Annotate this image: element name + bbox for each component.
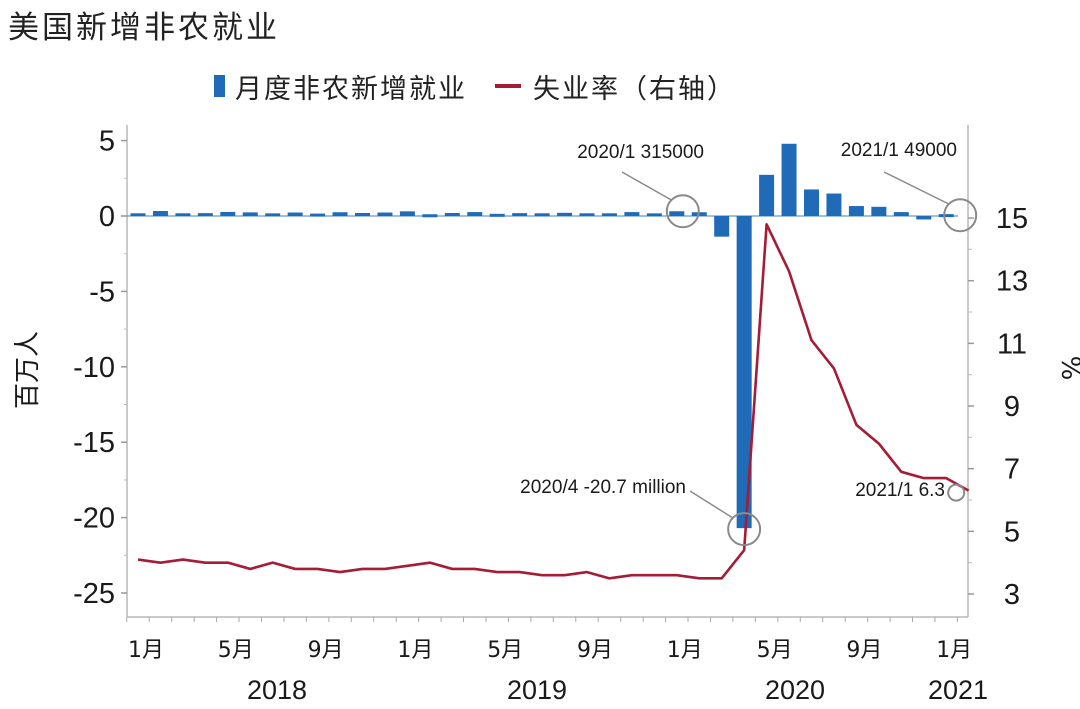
legend-payrolls-label: 月度非农新增就业 [235, 73, 467, 105]
x-tick-label: 1月 [667, 638, 703, 663]
payroll-bar-2020-11 [893, 212, 909, 216]
payroll-bar-2019-08 [557, 212, 573, 216]
payroll-bar-2019-12 [646, 213, 662, 217]
payroll-bar-2020-03 [714, 216, 730, 237]
right-tick-label: 15 [996, 203, 1028, 235]
right-tick-label: 5 [1004, 516, 1020, 548]
payroll-bar-2019-03 [444, 212, 460, 216]
left-tick-label: 0 [99, 201, 115, 233]
payroll-bar-2018-12 [377, 212, 393, 216]
x-tick-label: 9月 [308, 638, 344, 663]
payroll-bar-2020-12 [916, 216, 932, 220]
x-tick-label: 9月 [846, 638, 882, 663]
x-tick-label: 5月 [218, 638, 254, 663]
annotation-leader-2020-01 [621, 171, 673, 201]
right-tick-label: 9 [1004, 391, 1020, 423]
payroll-bar-2020-08 [826, 193, 842, 216]
right-axis-title: % [1055, 356, 1080, 381]
annotation-label-2020-04: 2020/4 -20.7 million [520, 477, 686, 498]
payroll-bar-2019-02 [422, 214, 438, 218]
right-tick-label: 13 [996, 266, 1028, 298]
payroll-bar-2020-06 [781, 143, 797, 216]
annotation-label-2021-01-rate: 2021/1 6.3 [855, 480, 945, 501]
payroll-bar-2019-01 [399, 211, 415, 216]
year-label-2019: 2019 [507, 675, 567, 705]
payroll-bar-2018-03 [175, 213, 191, 216]
left-tick-label: 5 [99, 126, 115, 158]
payroll-bar-2020-07 [804, 189, 819, 216]
x-tick-label: 9月 [577, 638, 613, 663]
payroll-bar-2019-09 [579, 213, 595, 216]
payroll-bar-2020-04 [736, 216, 752, 529]
x-tick-label: 5月 [487, 638, 523, 663]
left-tick-label: -20 [73, 503, 115, 535]
left-tick-label: -5 [89, 276, 115, 308]
payroll-bar-2021-01 [938, 214, 954, 218]
year-label-2021: 2021 [928, 675, 988, 705]
payroll-bar-2018-04 [197, 213, 213, 216]
payroll-bar-2019-05 [489, 213, 505, 217]
right-tick-label: 7 [1004, 454, 1020, 486]
year-label-2020: 2020 [765, 675, 825, 705]
left-axis-title: 百万人 [13, 331, 43, 409]
payroll-bar-2018-07 [265, 213, 281, 217]
left-tick-label: -10 [73, 352, 115, 384]
x-tick-label: 1月 [128, 638, 164, 663]
legend-line-swatch [495, 84, 521, 88]
annotation-leader-2020-04 [689, 490, 734, 519]
x-tick-label: 1月 [397, 638, 433, 663]
year-label-2018: 2018 [247, 675, 307, 705]
payroll-bar-2018-08 [287, 212, 303, 216]
annotation-circle-2021-01-rate [947, 483, 966, 502]
payroll-bar-2018-09 [310, 213, 326, 217]
payroll-bar-2020-09 [848, 206, 864, 216]
payroll-bar-2018-10 [332, 212, 348, 216]
payroll-bar-2020-05 [759, 174, 775, 216]
annotation-circle-2020-01 [665, 194, 700, 229]
annotation-circle-2020-04 [727, 512, 762, 547]
payroll-bar-2018-01 [130, 213, 146, 216]
chart-legend: 月度非农新增就业 失业率（右轴） [214, 66, 736, 106]
payroll-bar-2018-02 [152, 211, 168, 216]
right-tick-label: 3 [1004, 579, 1020, 611]
payroll-bar-2019-07 [534, 213, 550, 217]
left-tick-label: -25 [73, 578, 115, 610]
payroll-bar-2018-06 [242, 212, 258, 216]
payroll-bar-2019-04 [467, 212, 483, 216]
annotation-leader-2021-01 [883, 171, 950, 205]
right-tick-label: 11 [997, 328, 1027, 360]
payroll-bar-2020-01 [669, 211, 685, 216]
payroll-bar-2019-10 [601, 213, 617, 216]
chart-title: 美国新增非农就业 [8, 10, 280, 46]
payroll-bar-2020-10 [871, 206, 887, 216]
x-tick-label: 1月 [936, 638, 972, 663]
payroll-bar-2018-11 [355, 212, 370, 216]
left-tick-label: -15 [73, 427, 115, 459]
annotation-label-2020-01: 2020/1 315000 [577, 142, 704, 163]
annotation-circle-2021-01 [943, 198, 978, 233]
annotation-label-2021-01: 2021/1 49000 [841, 140, 957, 161]
payroll-bar-2019-06 [512, 213, 528, 216]
legend-unemployment-label: 失业率（右轴） [533, 73, 736, 105]
unemployment-rate-line [137, 223, 970, 580]
legend-bar-swatch [214, 75, 225, 97]
payroll-bar-2019-11 [624, 212, 640, 216]
x-tick-label: 5月 [757, 638, 793, 663]
payroll-bar-2018-05 [220, 211, 236, 216]
